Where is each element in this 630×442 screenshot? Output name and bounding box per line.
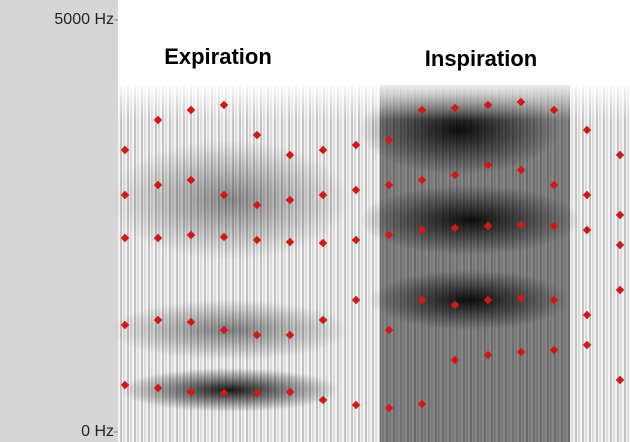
y-tick-label: 5000 Hz bbox=[54, 11, 114, 28]
y-tick-label: 0 Hz bbox=[81, 423, 114, 440]
annotation: Expiration bbox=[164, 44, 272, 69]
spectrogram-image bbox=[110, 80, 630, 442]
spectrogram-window: Expiration Inspiration 5000 Hz 0 Hz bbox=[0, 0, 630, 442]
annotation: Inspiration bbox=[425, 46, 537, 71]
axis-panel bbox=[0, 0, 118, 442]
